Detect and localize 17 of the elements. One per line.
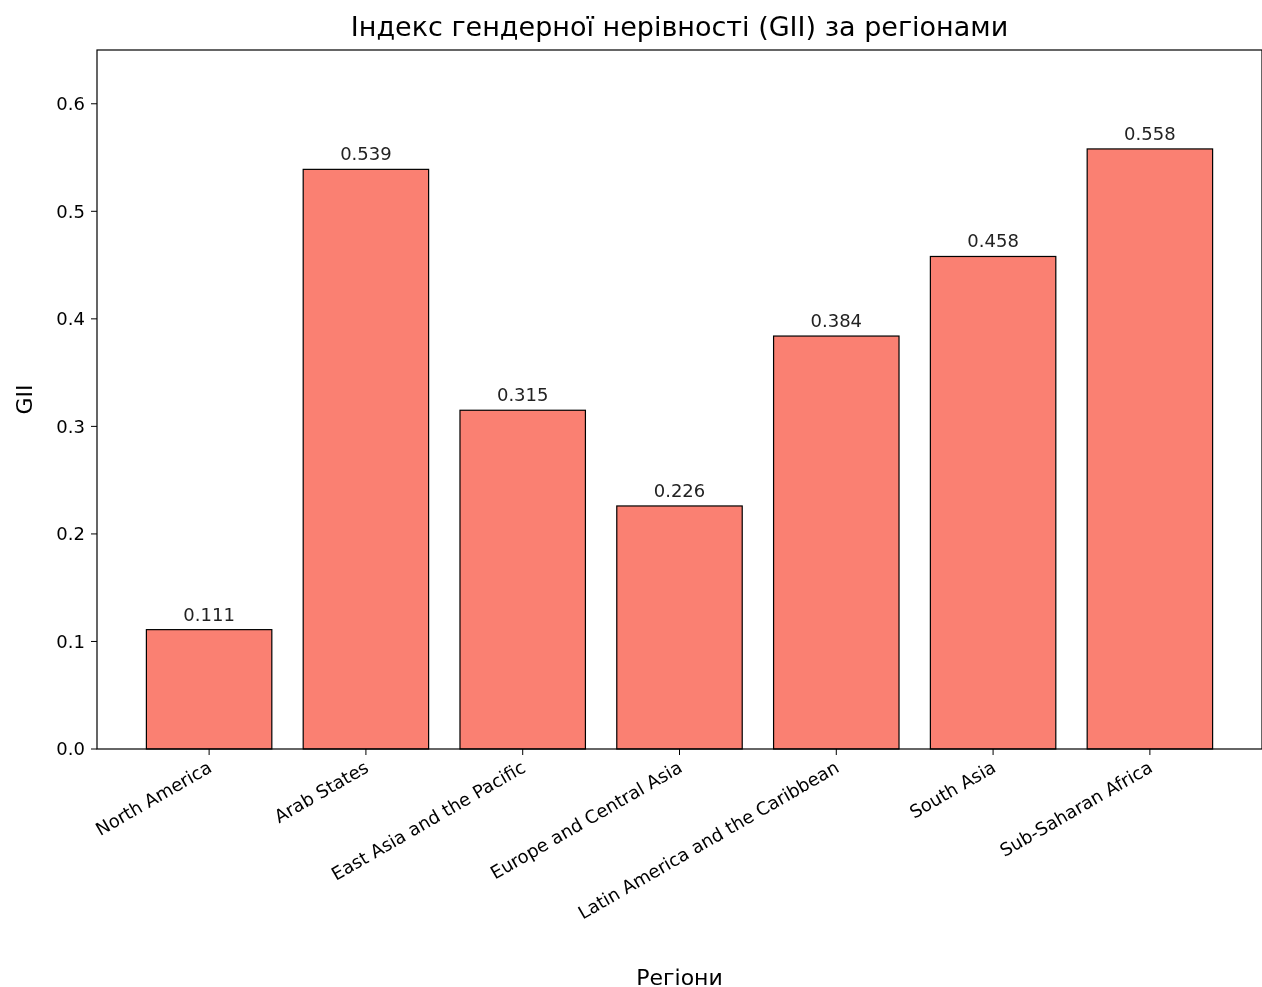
data-label: 0.458	[967, 230, 1019, 252]
y-tick-label: 0.6	[56, 93, 85, 115]
data-label: 0.226	[653, 479, 706, 501]
x-axis-title: Регіони	[636, 965, 723, 987]
y-tick-label: 0.2	[56, 523, 85, 545]
data-label: 0.539	[340, 143, 392, 165]
data-label: 0.558	[1124, 122, 1176, 144]
y-tick-label: 0.1	[56, 630, 85, 652]
data-label: 0.384	[810, 310, 863, 332]
y-axis-title: GII	[12, 384, 37, 415]
y-tick-label: 0.0	[56, 738, 85, 760]
y-tick-label: 0.5	[56, 200, 85, 222]
y-tick-label: 0.3	[56, 415, 85, 437]
data-label: 0.111	[183, 603, 235, 625]
y-tick-label: 0.4	[56, 308, 85, 330]
chart-title: Індекс гендерної нерівності (GII) за регіонами	[350, 11, 1009, 42]
data-label: 0.315	[496, 384, 549, 406]
